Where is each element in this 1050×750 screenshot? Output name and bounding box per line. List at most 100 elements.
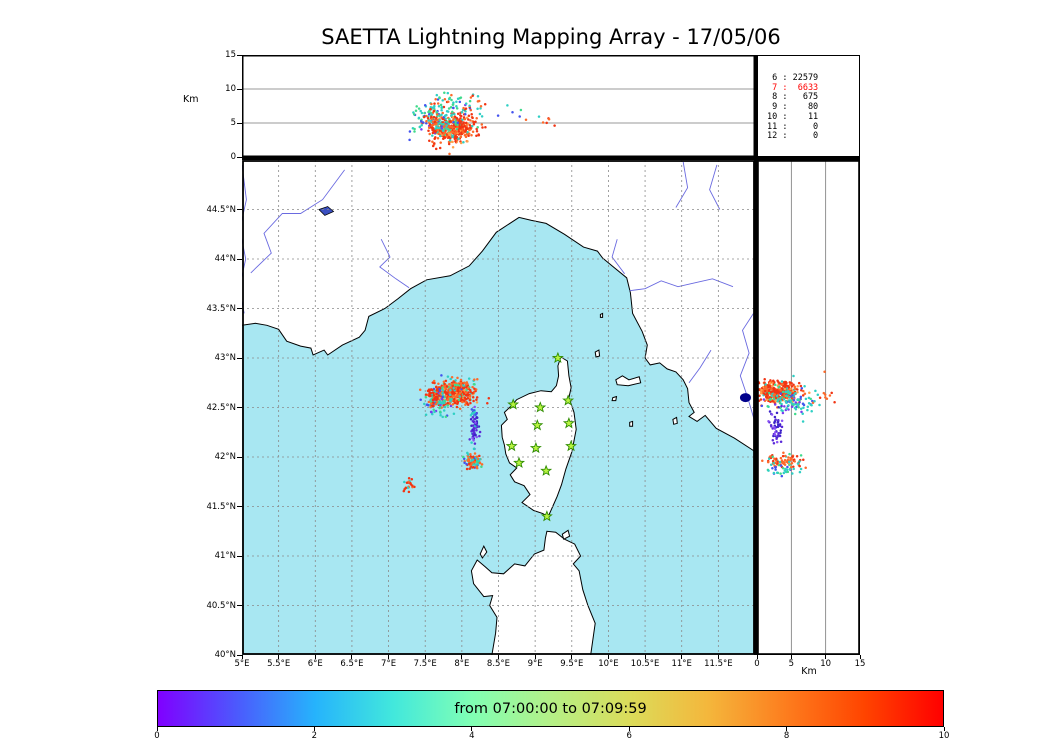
tick-label: 9.5°E <box>560 659 584 669</box>
tick-mark <box>859 655 861 659</box>
tick-mark <box>237 555 242 557</box>
tick-mark <box>424 655 426 659</box>
horizontal-separator <box>242 156 860 160</box>
tick-mark <box>237 357 242 359</box>
tick-mark <box>241 655 243 659</box>
station-star-icon <box>507 398 520 410</box>
tick-label: 41°N <box>214 551 236 561</box>
tick-label: 10 <box>820 659 832 669</box>
tick-mark <box>237 407 242 408</box>
tick-label: 11°E <box>671 659 692 669</box>
tick-mark <box>497 655 499 659</box>
tick-label: 5 <box>788 659 795 669</box>
tick-mark <box>156 727 158 731</box>
tick-label: 0 <box>754 659 760 669</box>
stats-row: 11 : 0 <box>767 121 819 132</box>
station-star-icon <box>534 401 547 413</box>
tick-mark <box>237 605 242 606</box>
tick-mark <box>314 655 316 659</box>
tick-label: 41.5°N <box>206 501 236 512</box>
tick-label: 9°E <box>527 659 543 669</box>
tick-mark <box>825 655 827 659</box>
tick-mark <box>237 456 242 458</box>
tick-mark <box>237 88 242 90</box>
lightning-scatter-right <box>757 370 836 478</box>
tick-mark <box>681 655 683 659</box>
edge-marker <box>739 393 751 403</box>
tick-mark <box>313 727 315 731</box>
tick-mark <box>607 655 609 659</box>
tick-label: 40.5°N <box>206 600 236 611</box>
tick-label: 10°E <box>598 659 619 669</box>
map-panel <box>242 160 755 655</box>
tick-label: 11.5°E <box>704 659 733 669</box>
tick-label: 5°E <box>234 659 250 669</box>
tick-label: 7°E <box>381 659 397 669</box>
tick-mark <box>628 727 630 731</box>
tick-mark <box>237 122 242 124</box>
tick-mark <box>471 727 473 731</box>
tick-label: 6°E <box>307 659 323 669</box>
tick-label: 40°N <box>214 650 236 660</box>
tick-label: 42.5°N <box>206 402 236 413</box>
station-star-icon <box>529 441 542 454</box>
landmasses <box>242 160 755 655</box>
station-markers <box>505 351 577 522</box>
tick-mark <box>717 655 719 659</box>
station-star-icon <box>531 419 544 431</box>
tick-mark <box>943 727 945 731</box>
top-panel-km-label: Km <box>183 94 199 105</box>
stats-row: 10 : 11 <box>767 111 819 122</box>
tick-label: 0 <box>230 152 236 162</box>
tick-label: 4 <box>469 731 475 741</box>
tick-label: 8.5°E <box>486 659 511 669</box>
station-star-icon <box>562 417 575 429</box>
tick-mark <box>756 655 758 659</box>
lake <box>318 206 335 216</box>
tick-mark <box>237 308 242 309</box>
tick-label: 10 <box>225 84 236 94</box>
stats-row: 12 : 0 <box>767 131 819 142</box>
lightning-scatter-top <box>408 91 556 156</box>
station-star-icon <box>565 439 577 452</box>
figure-title: SAETTA Lightning Mapping Array - 17/05/0… <box>321 25 781 49</box>
tick-mark <box>571 655 573 659</box>
tick-mark <box>644 655 646 659</box>
tick-mark <box>237 654 242 656</box>
tick-label: 2 <box>311 731 318 741</box>
tick-mark <box>237 54 242 56</box>
station-star-icon <box>540 510 553 522</box>
map-grid <box>242 160 755 655</box>
colorbar: from 07:00:00 to 07:09:59 <box>157 690 944 727</box>
vertical-separator <box>754 55 757 655</box>
station-star-icon <box>513 456 526 469</box>
tick-mark <box>237 258 242 260</box>
station-star-icon <box>562 394 575 406</box>
colorbar-label: from 07:00:00 to 07:09:59 <box>454 700 647 717</box>
station-star-icon <box>540 464 553 476</box>
station-star-icon <box>505 439 518 452</box>
tick-label: 44°N <box>214 254 236 264</box>
tick-label: 5 <box>230 118 236 128</box>
tick-label: 15 <box>225 50 236 60</box>
station-star-icon <box>551 351 564 364</box>
stats-row: 8 : 675 <box>767 92 819 103</box>
tick-label: 15 <box>854 659 866 669</box>
tick-label: 10.5°E <box>630 659 660 669</box>
tick-mark <box>461 655 463 659</box>
tick-mark <box>388 655 390 659</box>
tick-label: 7.5°E <box>413 659 437 669</box>
tick-mark <box>237 156 242 158</box>
tick-label: 8 <box>783 731 790 741</box>
stats-row: 7 : 6633 <box>767 82 819 93</box>
tick-label: 6.5°E <box>340 659 364 669</box>
tick-label: 5.5°E <box>267 659 291 669</box>
stats-row: 9 : 80 <box>767 102 819 113</box>
hourly-source-counts: 6 : 22579 7 : 6633 8 : 675 9 : 80 10 : 11… <box>757 55 860 157</box>
tick-mark <box>278 655 280 659</box>
altitude-vs-latitude-panel <box>757 160 860 655</box>
lightning-scatter-map <box>402 374 491 494</box>
altitude-vs-longitude-panel <box>242 55 755 157</box>
tick-label: 42°N <box>214 452 236 462</box>
